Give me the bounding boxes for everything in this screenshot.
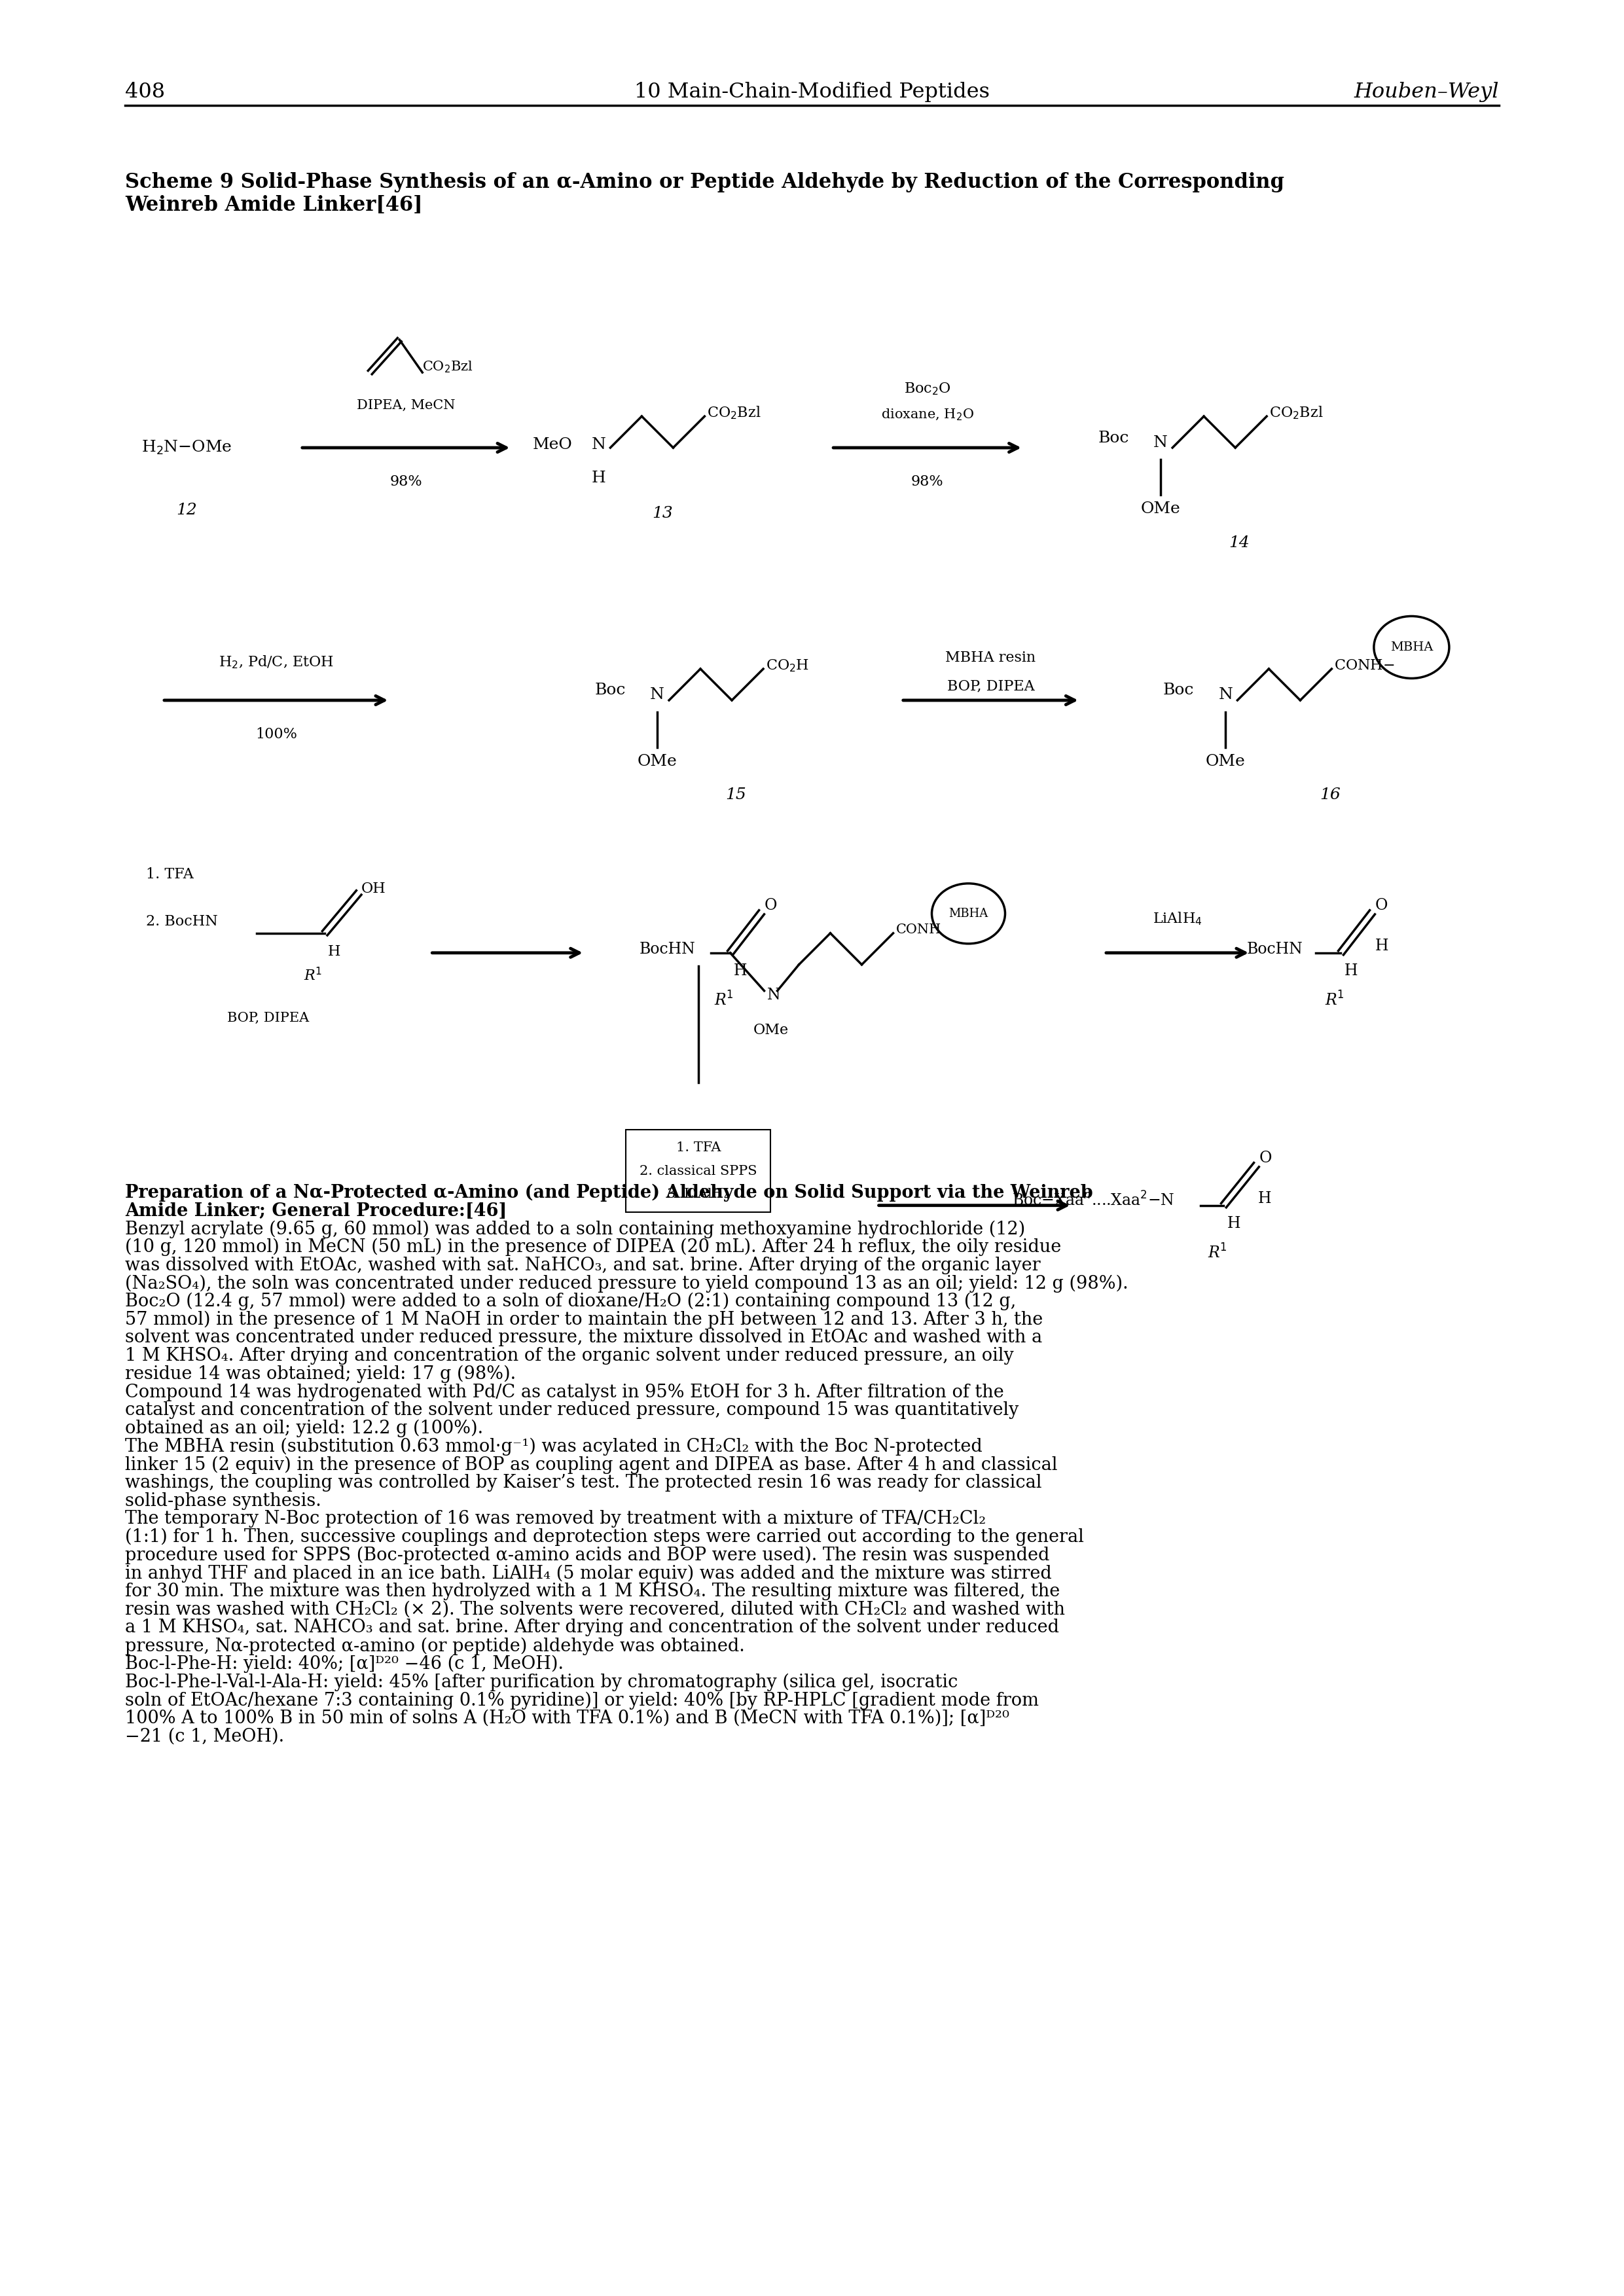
- Text: Boc$_2$O: Boc$_2$O: [905, 381, 950, 397]
- Text: Boc: Boc: [594, 682, 625, 698]
- Text: OMe: OMe: [1140, 501, 1181, 517]
- Text: (1:1) for 1 h. Then, successive couplings and deprotection steps were carried ou: (1:1) for 1 h. Then, successive coupling…: [125, 1529, 1083, 1545]
- Text: OMe: OMe: [754, 1024, 789, 1038]
- Text: 16: 16: [1320, 788, 1341, 804]
- Text: 2. BocHN: 2. BocHN: [146, 914, 218, 928]
- Text: H: H: [591, 471, 606, 484]
- Text: CO$_2$Bzl: CO$_2$Bzl: [1270, 404, 1324, 420]
- Text: 57 mmol) in the presence of 1 M NaOH in order to maintain the pH between 12 and : 57 mmol) in the presence of 1 M NaOH in …: [125, 1311, 1043, 1329]
- Text: 1. TFA: 1. TFA: [676, 1141, 721, 1153]
- Text: MBHA: MBHA: [948, 907, 987, 918]
- Text: Weinreb Amide Linker[46]: Weinreb Amide Linker[46]: [125, 195, 422, 216]
- Text: CONH$-$: CONH$-$: [1335, 659, 1395, 673]
- Text: for 30 min. The mixture was then hydrolyzed with a 1 M KHSO₄. The resulting mixt: for 30 min. The mixture was then hydroly…: [125, 1582, 1060, 1600]
- Text: solid-phase synthesis.: solid-phase synthesis.: [125, 1492, 322, 1511]
- Text: MBHA: MBHA: [1390, 641, 1432, 652]
- Text: dioxane, H$_2$O: dioxane, H$_2$O: [880, 409, 974, 422]
- Text: 13: 13: [653, 505, 672, 521]
- Text: H: H: [328, 944, 341, 960]
- Text: was dissolved with EtOAc, washed with sat. NaHCO₃, and sat. brine. After drying : was dissolved with EtOAc, washed with sa…: [125, 1256, 1041, 1274]
- Text: The temporary N-Boc protection of 16 was removed by treatment with a mixture of : The temporary N-Boc protection of 16 was…: [125, 1511, 986, 1527]
- Text: 408: 408: [125, 83, 166, 101]
- Text: in anhyd THF and placed in an ice bath. LiAlH₄ (5 molar equiv) was added and the: in anhyd THF and placed in an ice bath. …: [125, 1564, 1052, 1582]
- Text: O: O: [765, 898, 776, 914]
- Text: 3. LiAlH$_4$: 3. LiAlH$_4$: [666, 1187, 731, 1201]
- Text: 98%: 98%: [911, 475, 944, 489]
- Text: 2. classical SPPS: 2. classical SPPS: [640, 1164, 757, 1178]
- Text: CO$_2$Bzl: CO$_2$Bzl: [706, 404, 762, 420]
- Text: CONH: CONH: [896, 923, 942, 937]
- FancyBboxPatch shape: [625, 1130, 771, 1212]
- Text: washings, the coupling was controlled by Kaiser’s test. The protected resin 16 w: washings, the coupling was controlled by…: [125, 1474, 1041, 1492]
- Text: BocHN: BocHN: [640, 941, 695, 957]
- Text: 14: 14: [1229, 535, 1249, 551]
- Text: H: H: [1345, 964, 1358, 978]
- Text: Scheme 9 Solid-Phase Synthesis of an α-Amino or Peptide Aldehyde by Reduction of: Scheme 9 Solid-Phase Synthesis of an α-A…: [125, 172, 1285, 193]
- Text: Houben–Weyl: Houben–Weyl: [1354, 83, 1499, 101]
- Text: 1 M KHSO₄. After drying and concentration of the organic solvent under reduced p: 1 M KHSO₄. After drying and concentratio…: [125, 1348, 1013, 1364]
- Text: H: H: [1228, 1217, 1241, 1231]
- Text: MeO: MeO: [533, 436, 572, 452]
- Text: Boc$-$Xaa$^n$....Xaa$^2$$-$N: Boc$-$Xaa$^n$....Xaa$^2$$-$N: [1012, 1192, 1174, 1210]
- Text: OH: OH: [362, 882, 387, 895]
- Text: MBHA resin: MBHA resin: [945, 650, 1036, 666]
- Text: N: N: [1218, 687, 1233, 703]
- Text: Boc-l-Phe-l-Val-l-Ala-H: yield: 45% [after purification by chromatography (silic: Boc-l-Phe-l-Val-l-Ala-H: yield: 45% [aft…: [125, 1674, 958, 1692]
- Text: 1. TFA: 1. TFA: [146, 868, 193, 882]
- Text: R$^1$: R$^1$: [304, 967, 322, 985]
- Text: (Na₂SO₄), the soln was concentrated under reduced pressure to yield compound 13 : (Na₂SO₄), the soln was concentrated unde…: [125, 1274, 1129, 1293]
- Text: solvent was concentrated under reduced pressure, the mixture dissolved in EtOAc : solvent was concentrated under reduced p…: [125, 1329, 1043, 1345]
- Text: H$_2$N$-$OMe: H$_2$N$-$OMe: [141, 439, 232, 457]
- Text: procedure used for SPPS (Boc-protected α-amino acids and BOP were used). The res: procedure used for SPPS (Boc-protected α…: [125, 1548, 1049, 1564]
- Text: N: N: [591, 436, 606, 452]
- Text: pressure, Nα-protected α-amino (or peptide) aldehyde was obtained.: pressure, Nα-protected α-amino (or pepti…: [125, 1637, 745, 1655]
- Text: H: H: [1257, 1192, 1272, 1205]
- Text: Benzyl acrylate (9.65 g, 60 mmol) was added to a soln containing methoxyamine hy: Benzyl acrylate (9.65 g, 60 mmol) was ad…: [125, 1219, 1025, 1238]
- Text: residue 14 was obtained; yield: 17 g (98%).: residue 14 was obtained; yield: 17 g (98…: [125, 1366, 516, 1382]
- Text: H$_2$, Pd/C, EtOH: H$_2$, Pd/C, EtOH: [219, 654, 333, 670]
- Text: H: H: [734, 964, 747, 978]
- Text: The MBHA resin (substitution 0.63 mmol·g⁻¹) was acylated in CH₂Cl₂ with the Boc : The MBHA resin (substitution 0.63 mmol·g…: [125, 1437, 983, 1456]
- Text: 100%: 100%: [255, 728, 297, 742]
- Text: Preparation of a Nα-Protected α-Amino (and Peptide) Aldehyde on Solid Support vi: Preparation of a Nα-Protected α-Amino (a…: [125, 1185, 1093, 1201]
- Text: 98%: 98%: [390, 475, 422, 489]
- Text: R$^1$: R$^1$: [715, 992, 732, 1008]
- Text: N: N: [650, 687, 664, 703]
- Text: O: O: [1376, 898, 1387, 914]
- Text: N: N: [1153, 434, 1168, 450]
- Text: R$^1$: R$^1$: [1325, 992, 1345, 1008]
- Text: Boc₂O (12.4 g, 57 mmol) were added to a soln of dioxane/H₂O (2:1) containing com: Boc₂O (12.4 g, 57 mmol) were added to a …: [125, 1293, 1017, 1311]
- Text: catalyst and concentration of the solvent under reduced pressure, compound 15 wa: catalyst and concentration of the solven…: [125, 1401, 1018, 1419]
- Text: CO$_2$Bzl: CO$_2$Bzl: [422, 360, 473, 374]
- Text: H: H: [1376, 939, 1389, 953]
- Text: 10 Main-Chain-Modified Peptides: 10 Main-Chain-Modified Peptides: [635, 83, 989, 101]
- Text: 100% A to 100% B in 50 min of solns A (H₂O with TFA 0.1%) and B (MeCN with TFA 0: 100% A to 100% B in 50 min of solns A (H…: [125, 1711, 1010, 1727]
- Text: a 1 M KHSO₄, sat. NAHCO₃ and sat. brine. After drying and concentration of the s: a 1 M KHSO₄, sat. NAHCO₃ and sat. brine.…: [125, 1619, 1059, 1637]
- Text: obtained as an oil; yield: 12.2 g (100%).: obtained as an oil; yield: 12.2 g (100%)…: [125, 1419, 484, 1437]
- Text: R$^1$: R$^1$: [1208, 1244, 1226, 1261]
- Text: Boc: Boc: [1163, 682, 1194, 698]
- Text: resin was washed with CH₂Cl₂ (× 2). The solvents were recovered, diluted with CH: resin was washed with CH₂Cl₂ (× 2). The …: [125, 1600, 1065, 1619]
- Text: N: N: [767, 987, 781, 1003]
- Text: Compound 14 was hydrogenated with Pd/C as catalyst in 95% EtOH for 3 h. After fi: Compound 14 was hydrogenated with Pd/C a…: [125, 1382, 1004, 1401]
- Text: O: O: [1259, 1150, 1272, 1166]
- Text: BOP, DIPEA: BOP, DIPEA: [227, 1013, 309, 1024]
- Text: Amide Linker; General Procedure:[46]: Amide Linker; General Procedure:[46]: [125, 1203, 507, 1219]
- Text: Boc-l-Phe-H: yield: 40%; [α]ᴰ²⁰ −46 (c 1, MeOH).: Boc-l-Phe-H: yield: 40%; [α]ᴰ²⁰ −46 (c 1…: [125, 1655, 564, 1674]
- Text: BOP, DIPEA: BOP, DIPEA: [947, 680, 1034, 693]
- Text: BocHN: BocHN: [1247, 941, 1302, 957]
- Text: soln of EtOAc/hexane 7:3 containing 0.1% pyridine)] or yield: 40% [by RP-HPLC [g: soln of EtOAc/hexane 7:3 containing 0.1%…: [125, 1692, 1039, 1708]
- Text: −21 (c 1, MeOH).: −21 (c 1, MeOH).: [125, 1727, 284, 1745]
- Text: LiAlH$_4$: LiAlH$_4$: [1153, 912, 1202, 928]
- Text: OMe: OMe: [1205, 753, 1246, 769]
- Text: 15: 15: [726, 788, 745, 804]
- Text: linker 15 (2 equiv) in the presence of BOP as coupling agent and DIPEA as base. : linker 15 (2 equiv) in the presence of B…: [125, 1456, 1057, 1474]
- Text: DIPEA, MeCN: DIPEA, MeCN: [357, 400, 455, 411]
- Text: CO$_2$H: CO$_2$H: [767, 659, 809, 673]
- Text: OMe: OMe: [637, 753, 677, 769]
- Text: (10 g, 120 mmol) in MeCN (50 mL) in the presence of DIPEA (20 mL). After 24 h re: (10 g, 120 mmol) in MeCN (50 mL) in the …: [125, 1238, 1060, 1256]
- Text: 12: 12: [177, 503, 197, 517]
- Text: Boc: Boc: [1098, 429, 1129, 445]
